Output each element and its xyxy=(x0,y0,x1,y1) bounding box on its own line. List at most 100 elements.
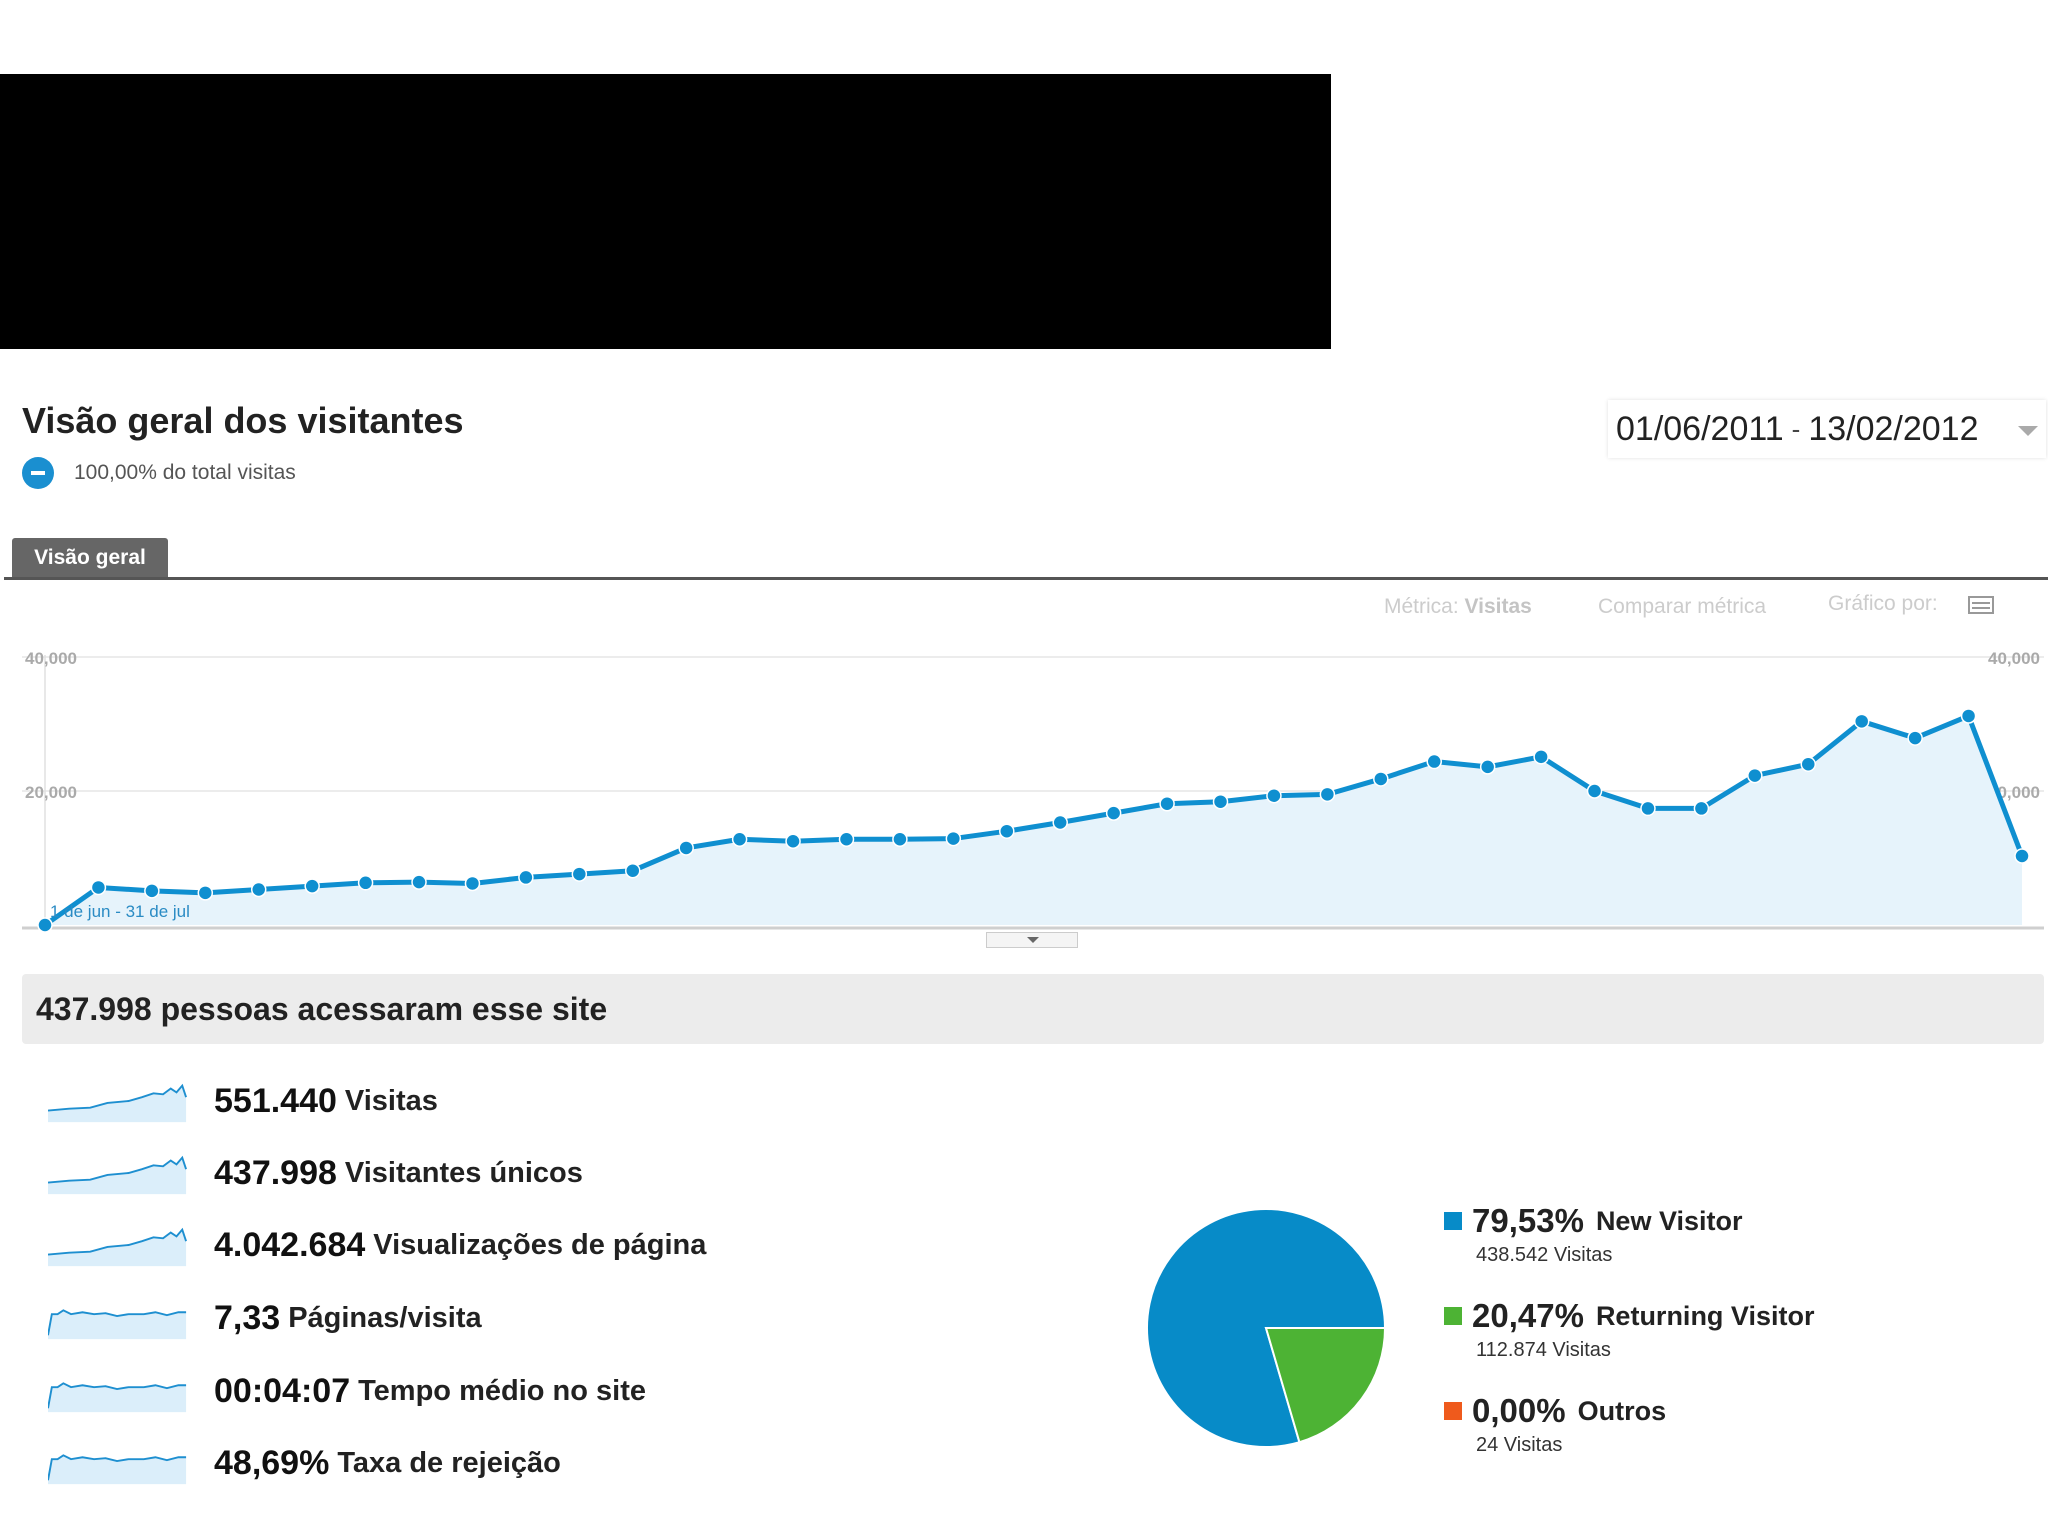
metric-label: Páginas/visita xyxy=(288,1301,482,1334)
chart-collapse-toggle[interactable] xyxy=(986,932,1078,948)
data-point[interactable] xyxy=(1907,730,1923,746)
segment-indicator[interactable]: 100,00% do total visitas xyxy=(22,456,296,490)
data-point[interactable] xyxy=(1479,759,1496,775)
data-point[interactable] xyxy=(1212,793,1229,810)
data-point[interactable] xyxy=(1853,713,1870,730)
data-point[interactable] xyxy=(357,875,374,891)
metric-value: 551.440 xyxy=(214,1081,337,1120)
rising-sparkline-icon xyxy=(48,1155,187,1195)
data-point[interactable] xyxy=(571,866,588,882)
legend-item[interactable]: 0,00% Outros 24 Visitas xyxy=(1444,1392,1666,1457)
data-point[interactable] xyxy=(1586,783,1603,799)
metric-label: Visualizações de página xyxy=(373,1228,707,1261)
page-title: Visão geral dos visitantes xyxy=(22,400,464,441)
tab-divider xyxy=(4,577,2048,580)
visitor-type-pie-chart xyxy=(1146,1208,1387,1448)
legend-visits: 112.874 Visitas xyxy=(1476,1339,1611,1361)
metric-row: 4.042.684 Visualizações de página xyxy=(48,1220,706,1270)
pie-slice[interactable] xyxy=(1146,1208,1387,1448)
date-start: 01/06/2011 xyxy=(1616,409,1784,448)
header-banner xyxy=(0,74,1331,349)
data-point[interactable] xyxy=(1533,749,1549,765)
series-area xyxy=(45,715,2022,925)
data-point[interactable] xyxy=(1747,767,1763,784)
metric-value: Visitas xyxy=(1464,595,1532,618)
data-point[interactable] xyxy=(999,823,1015,839)
metric-row: 00:04:07 Tempo médio no site xyxy=(48,1366,646,1416)
data-point[interactable] xyxy=(518,869,534,886)
legend-name: New Visitor xyxy=(1595,1205,1743,1236)
data-point[interactable] xyxy=(37,917,53,933)
data-point[interactable] xyxy=(90,879,107,896)
data-point[interactable] xyxy=(1319,786,1336,803)
segment-pie-icon xyxy=(22,457,54,489)
legend-visits: 24 Visitas xyxy=(1476,1434,1563,1456)
data-point[interactable] xyxy=(892,831,908,847)
legend-item[interactable]: 20,47% Returning Visitor 112.874 Visitas xyxy=(1444,1297,1814,1362)
data-point[interactable] xyxy=(838,831,855,847)
rising-sparkline-icon xyxy=(48,1227,187,1267)
data-point[interactable] xyxy=(1960,708,1977,724)
grid-view-icon[interactable] xyxy=(1968,596,1994,614)
metric-row: 48,69% Taxa de rejeição xyxy=(48,1438,561,1488)
date-range-picker[interactable]: 01/06/2011 - 13/02/2012 xyxy=(1608,400,2046,458)
date-end: 13/02/2012 xyxy=(1808,409,1979,448)
y-tick-label-right: 40,000 xyxy=(1988,649,2040,668)
data-point[interactable] xyxy=(1426,753,1442,770)
data-point[interactable] xyxy=(1693,800,1710,817)
summary-bar: 437.998 pessoas acessaram esse site xyxy=(22,974,2044,1044)
metric-value: 00:04:07 xyxy=(214,1371,351,1410)
data-point[interactable] xyxy=(625,862,641,879)
data-point[interactable] xyxy=(678,840,694,856)
legend-swatch xyxy=(1444,1307,1462,1325)
data-point[interactable] xyxy=(144,883,160,899)
banner-title: RESULTADOS xyxy=(1476,147,2026,259)
y-tick-label-left: 40,000 xyxy=(25,649,77,668)
metric-row: 551.440 Visitas xyxy=(48,1076,438,1126)
metric-value: 7,33 xyxy=(214,1298,281,1337)
data-point[interactable] xyxy=(197,885,214,901)
legend-percent: 20,47% xyxy=(1472,1297,1584,1334)
data-point[interactable] xyxy=(1105,805,1122,821)
data-point[interactable] xyxy=(1373,771,1389,787)
chevron-down-icon[interactable] xyxy=(2018,426,2038,436)
data-point[interactable] xyxy=(411,874,427,890)
legend-visits: 438.542 Visitas xyxy=(1476,1244,1613,1266)
flat-sparkline-icon xyxy=(48,1382,187,1413)
legend-item[interactable]: 79,53% New Visitor 438.542 Visitas xyxy=(1444,1202,1743,1267)
legend-name: Returning Visitor xyxy=(1595,1300,1815,1331)
y-tick-label-left: 20,000 xyxy=(25,783,77,802)
legend-percent: 79,53% xyxy=(1472,1202,1584,1239)
data-point[interactable] xyxy=(945,830,962,847)
pie-slice[interactable] xyxy=(1264,1327,1387,1444)
summary-text: 437.998 pessoas acessaram esse site xyxy=(36,990,608,1027)
data-point[interactable] xyxy=(1052,814,1068,831)
legend-swatch xyxy=(1444,1212,1462,1230)
metric-selector[interactable]: Métrica: Visitas xyxy=(1384,595,1532,619)
compare-metric-link[interactable]: Comparar métrica xyxy=(1598,595,1767,618)
data-point[interactable] xyxy=(1800,756,1817,772)
metric-label: Tempo médio no site xyxy=(358,1374,646,1407)
metric-row: 7,33 Páginas/visita xyxy=(48,1293,482,1343)
metric-prefix: Métrica: xyxy=(1384,595,1465,618)
metric-value: 4.042.684 xyxy=(214,1225,366,1264)
data-point[interactable] xyxy=(1266,787,1282,804)
data-point[interactable] xyxy=(785,833,801,849)
metric-label: Visitas xyxy=(344,1084,438,1117)
data-point[interactable] xyxy=(731,831,748,847)
metric-row: 437.998 Visitantes únicos xyxy=(48,1148,583,1198)
data-point[interactable] xyxy=(464,875,481,892)
data-point[interactable] xyxy=(250,881,267,898)
flat-sparkline-icon xyxy=(48,1454,187,1485)
data-point[interactable] xyxy=(1640,800,1656,817)
rising-sparkline-icon xyxy=(48,1083,187,1123)
legend-swatch xyxy=(1444,1402,1462,1420)
metric-label: Visitantes únicos xyxy=(344,1156,583,1189)
segment-label: 100,00% do total visitas xyxy=(74,461,296,484)
tab-overview[interactable]: Visão geral xyxy=(12,538,168,578)
data-point[interactable] xyxy=(304,878,320,894)
data-point[interactable] xyxy=(1159,795,1175,812)
metric-label: Taxa de rejeição xyxy=(337,1446,561,1479)
data-point[interactable] xyxy=(2014,848,2030,864)
